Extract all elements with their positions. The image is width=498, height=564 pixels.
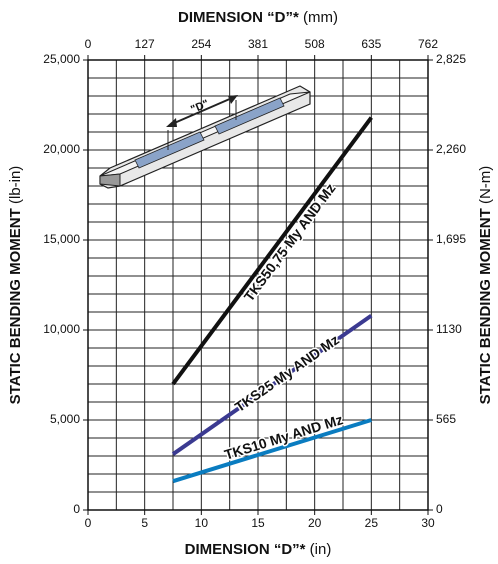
x2-tick-label: 127	[135, 37, 155, 51]
y2-tick-label: 565	[436, 412, 456, 426]
series-label: TKS10 My AND Mz	[222, 411, 344, 463]
x-tick-label: 5	[141, 516, 148, 530]
x2-axis-title: DIMENSION “D”* (mm)	[178, 9, 338, 26]
y-tick-label: 10,000	[43, 322, 80, 336]
x-tick-label: 10	[195, 516, 209, 530]
x-axis-title-unit: (in)	[310, 541, 332, 558]
y-axis-title-text: STATIC BENDING MOMENT	[7, 208, 24, 404]
image-label: "D"	[189, 98, 211, 116]
y2-axis-title-text: STATIC BENDING MOMENT	[477, 208, 494, 404]
series-line	[172, 418, 372, 484]
x-tick-label: 15	[251, 516, 265, 530]
x-axis-title-text: DIMENSION “D”*	[185, 541, 306, 558]
x2-tick-label: 254	[191, 37, 211, 51]
x-tick-label: 25	[365, 516, 379, 530]
y2-tick-label: 2,260	[436, 142, 466, 156]
y2-tick-label: 0	[436, 502, 443, 516]
x-axis-title: DIMENSION “D”* (in)	[185, 541, 332, 558]
y2-axis-title: STATIC BENDING MOMENT (N-m)	[477, 166, 494, 405]
y-tick-label: 20,000	[43, 142, 80, 156]
x2-tick-label: 762	[418, 37, 438, 51]
y-tick-label: 25,000	[43, 52, 80, 66]
y-tick-label: 0	[73, 502, 80, 516]
y-axis-title: STATIC BENDING MOMENT (lb-in)	[7, 166, 24, 405]
x2-tick-label: 635	[361, 37, 381, 51]
y2-tick-label: 1,695	[436, 232, 466, 246]
x2-tick-label: 0	[85, 37, 92, 51]
y2-axis-title-unit: (N-m)	[477, 166, 494, 204]
y-tick-label: 15,000	[43, 232, 80, 246]
y-tick-label: 5,000	[50, 412, 80, 426]
x-tick-label: 30	[421, 516, 435, 530]
y2-tick-label: 1130	[436, 322, 462, 336]
series-line	[171, 313, 373, 456]
x2-axis-title-unit: (mm)	[303, 9, 338, 26]
series-line	[171, 116, 373, 386]
y2-tick-label: 2,825	[436, 52, 466, 66]
x2-tick-label: 381	[248, 37, 268, 51]
x-tick-label: 0	[85, 516, 92, 530]
product-image: "D"	[99, 85, 311, 189]
x2-axis-title-text: DIMENSION “D”*	[178, 9, 299, 26]
x2-tick-label: 508	[305, 37, 325, 51]
series-label: TKS50,75 My AND Mz	[241, 180, 339, 304]
x-tick-label: 20	[308, 516, 322, 530]
y-axis-title-unit: (lb-in)	[7, 166, 24, 204]
